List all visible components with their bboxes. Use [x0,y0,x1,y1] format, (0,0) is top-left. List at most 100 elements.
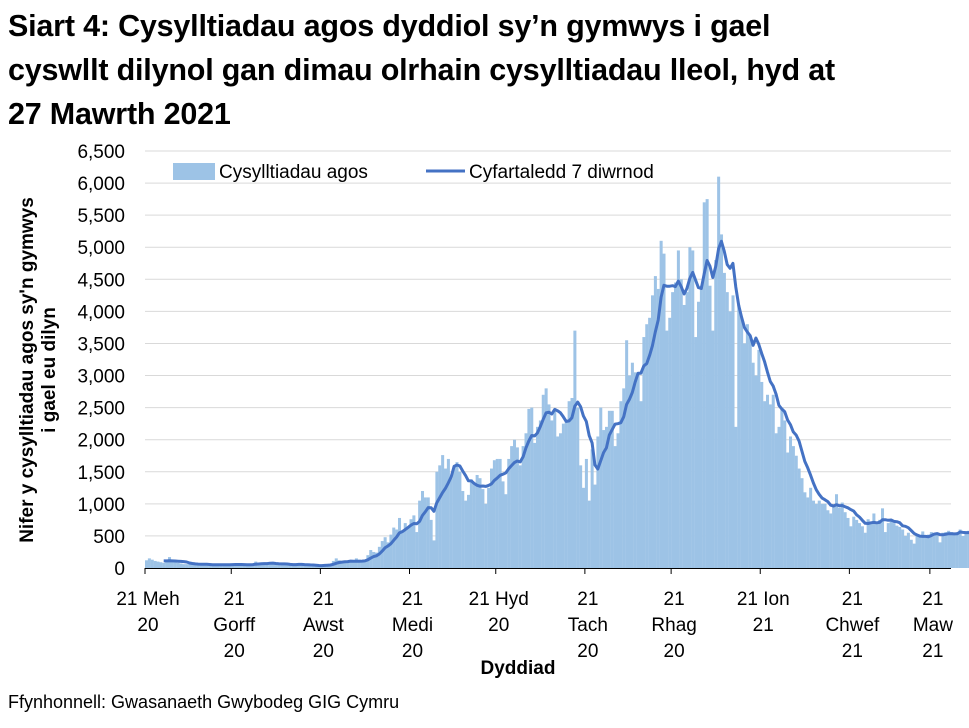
bar [740,317,744,568]
bar [409,519,413,568]
bar [357,559,361,568]
bar [929,532,933,568]
bar [441,455,445,568]
bar [722,272,726,568]
bar [814,503,818,568]
bar [515,447,519,568]
bar [173,562,177,568]
bar [303,565,307,568]
bar [676,250,680,568]
bar [711,330,715,568]
bar [377,546,381,568]
bar [533,442,537,568]
y-tick-label: 3,000 [77,367,125,388]
bar [720,234,724,568]
bar [559,433,563,568]
bar [392,527,396,568]
x-tick-label: 20 [664,641,685,662]
bar [159,562,163,568]
bar [625,340,629,568]
bar [924,535,928,568]
bar [912,543,916,568]
bar [734,426,738,568]
x-tick-label: 21 [922,589,943,610]
bar [452,466,456,568]
bar [354,558,358,568]
bar [561,423,565,568]
bar [619,401,623,568]
x-tick-label: 20 [313,641,334,662]
bar [219,564,223,568]
bar [553,410,557,568]
bar [768,404,772,568]
y-tick-label: 6,000 [77,174,125,195]
y-axis-title-line: Nifer y cysylltiadau agos sy'n gymwys [17,197,38,543]
bar [780,407,784,568]
bar [823,503,827,568]
bar [262,564,266,568]
bar [892,523,896,568]
bar [866,519,870,568]
bar [265,564,269,568]
bar [895,525,899,568]
x-tick-label: Gorff [213,615,256,636]
bar [961,535,965,568]
bar [386,542,390,568]
bar [383,537,387,568]
bar [495,458,499,568]
bar [921,531,925,568]
bar [674,282,678,568]
y-tick-label: 0 [114,559,125,580]
bar [935,532,939,568]
bar [616,433,620,568]
bar [964,533,968,568]
bar [656,288,660,568]
bar [202,564,206,568]
bar [372,551,376,568]
x-tick-label: 21 [842,641,863,662]
x-tick-label: 20 [488,615,509,636]
bar [731,295,735,568]
bar [728,311,732,568]
bar [766,394,770,568]
bar [170,560,174,568]
bar [901,529,905,568]
bar [248,564,252,568]
y-tick-label: 3,500 [77,334,125,355]
bar [567,401,571,568]
bar [237,564,241,568]
bar [820,503,824,568]
bar [817,500,821,568]
bar [659,240,663,568]
bar [803,492,807,568]
bar [536,426,540,568]
bar [492,460,496,568]
bar [524,433,528,568]
bar [510,446,514,568]
bar [622,388,626,568]
bar [507,458,511,568]
bar [283,564,287,568]
bar [403,523,407,568]
x-tick-label: 21 [842,589,863,610]
bar [260,563,264,568]
bar [860,526,864,568]
bar [613,446,617,568]
bar [596,436,600,568]
bar [156,561,160,568]
bar [556,436,560,568]
bar [918,535,922,568]
bar [628,375,632,568]
bar [478,478,482,568]
bar [607,410,611,568]
x-tick-label: 21 [224,589,245,610]
bar [573,330,577,568]
bar [518,465,522,568]
bar [349,561,353,568]
bar [415,532,419,568]
x-tick-label: 21 [577,589,598,610]
bar [932,533,936,568]
bar [610,410,614,568]
bar [671,292,675,568]
bar [812,500,816,568]
